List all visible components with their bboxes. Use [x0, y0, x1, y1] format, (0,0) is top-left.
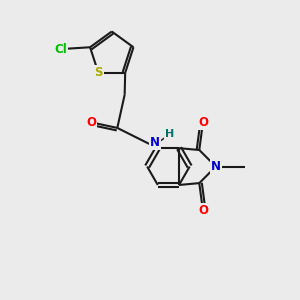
Text: S: S: [94, 66, 103, 79]
Text: O: O: [86, 116, 97, 129]
Text: O: O: [198, 204, 208, 217]
Text: O: O: [198, 116, 208, 129]
Text: N: N: [211, 160, 221, 173]
Text: Cl: Cl: [54, 43, 67, 56]
Text: H: H: [165, 129, 174, 139]
Text: N: N: [150, 136, 160, 149]
